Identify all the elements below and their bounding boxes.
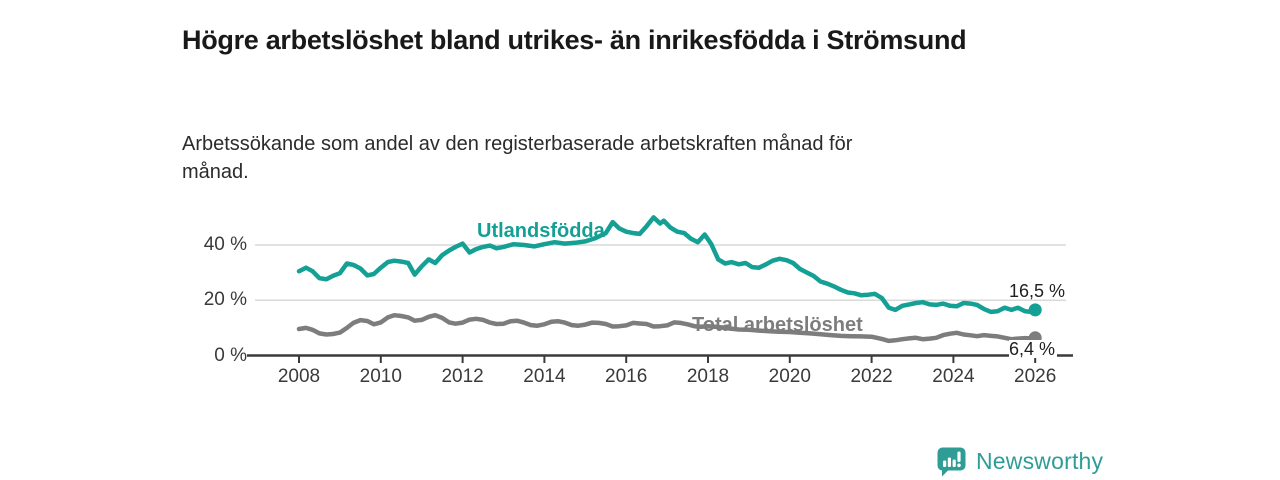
x-tick-label-2012: 2012 (441, 366, 484, 387)
page-title: Högre arbetslöshet bland utrikes- än inr… (182, 25, 967, 56)
series-line-0 (296, 215, 1038, 315)
x-tick-label-2018: 2018 (686, 366, 730, 387)
x-tick-label-2020: 2020 (768, 366, 811, 387)
x-tick-label-2016: 2016 (605, 366, 648, 387)
end-value-total-arbetsloshet: 6,4 % (1009, 339, 1058, 359)
y-tick-label-20: 20 % (203, 289, 247, 311)
end-value-utlandsfodda: 16,5 % (1008, 281, 1065, 301)
series-end-dot-0 (1028, 303, 1042, 317)
series-label-utlandsfodda: Utlandsfödda (477, 220, 605, 242)
y-tick-label-0: 0 % (214, 344, 247, 366)
series-label-total-arbetsloshet: Total arbetslöshet (692, 314, 863, 336)
x-tick-label-2014: 2014 (523, 366, 566, 387)
y-tick-label-40: 40 % (203, 234, 247, 255)
x-tick-label-2022: 2022 (850, 366, 893, 387)
newsworthy-brand-text: Newsworthy (976, 448, 1104, 474)
x-tick-label-2026: 2026 (1014, 366, 1057, 387)
x-tick-label-2024: 2024 (932, 366, 975, 387)
x-tick-label-2008: 2008 (277, 366, 321, 387)
x-tick-label-2010: 2010 (359, 366, 402, 387)
newsworthy-chart-bubble-icon (936, 446, 967, 477)
chart-subtitle: Arbetssökande som andel av den registerb… (182, 133, 853, 183)
newsworthy-logo[interactable]: Newsworthy (936, 446, 1103, 477)
series-line-1 (296, 312, 1038, 344)
